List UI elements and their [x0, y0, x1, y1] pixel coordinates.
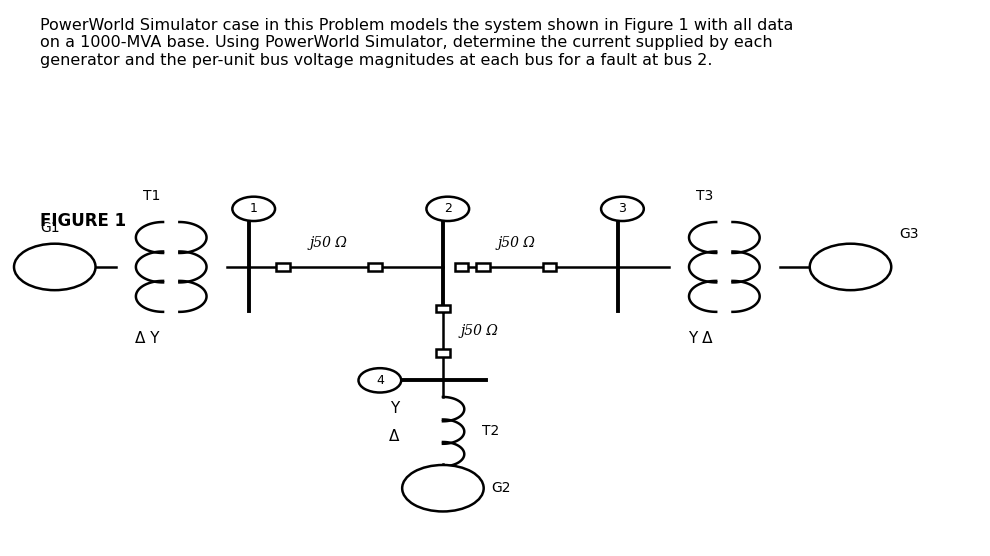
- Text: G2: G2: [491, 481, 511, 495]
- Bar: [454, 263, 468, 271]
- Text: j50 Ω: j50 Ω: [310, 236, 347, 250]
- Text: Y Δ: Y Δ: [688, 331, 713, 346]
- Bar: [543, 263, 556, 271]
- Text: Δ: Δ: [389, 429, 400, 444]
- Bar: [476, 263, 489, 271]
- Text: j50 Ω: j50 Ω: [497, 236, 536, 250]
- Text: G1: G1: [41, 221, 59, 235]
- Text: T1: T1: [144, 189, 160, 203]
- Text: T3: T3: [696, 189, 714, 203]
- Bar: [368, 263, 382, 271]
- Text: 1: 1: [249, 202, 257, 215]
- Text: Δ Y: Δ Y: [135, 331, 159, 346]
- Text: Y: Y: [390, 401, 399, 416]
- Circle shape: [810, 244, 891, 290]
- Text: FIGURE 1: FIGURE 1: [41, 212, 127, 230]
- Circle shape: [233, 197, 275, 221]
- Text: j50 Ω: j50 Ω: [460, 324, 498, 337]
- Text: 3: 3: [619, 202, 627, 215]
- Text: 2: 2: [444, 202, 451, 215]
- Circle shape: [601, 197, 644, 221]
- Circle shape: [427, 197, 469, 221]
- Circle shape: [14, 244, 95, 290]
- Text: G3: G3: [899, 227, 919, 241]
- Circle shape: [358, 368, 401, 393]
- Text: PowerWorld Simulator case in this Problem models the system shown in Figure 1 wi: PowerWorld Simulator case in this Proble…: [41, 18, 794, 68]
- Text: 4: 4: [376, 374, 384, 387]
- Text: T2: T2: [482, 424, 499, 438]
- Bar: [437, 349, 449, 356]
- Bar: [437, 305, 449, 312]
- Circle shape: [402, 465, 484, 512]
- Bar: [276, 263, 290, 271]
